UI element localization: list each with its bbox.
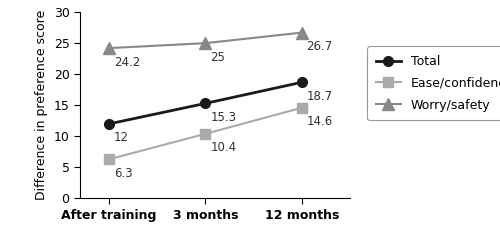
Text: 14.6: 14.6	[306, 115, 333, 128]
Total	[202, 102, 208, 105]
Text: 10.4: 10.4	[210, 141, 236, 154]
Line: Ease/confidence: Ease/confidence	[104, 103, 306, 164]
Text: 25: 25	[210, 51, 225, 64]
Ease/confidence	[299, 106, 305, 109]
Ease/confidence	[202, 132, 208, 135]
Ease/confidence	[106, 158, 112, 161]
Text: 24.2: 24.2	[114, 56, 140, 68]
Text: 26.7: 26.7	[306, 40, 333, 53]
Text: 15.3: 15.3	[210, 111, 236, 124]
Line: Total: Total	[104, 77, 306, 129]
Text: 18.7: 18.7	[306, 90, 332, 103]
Y-axis label: Difference in preference score: Difference in preference score	[35, 10, 48, 200]
Total	[106, 122, 112, 125]
Line: Worry/safety: Worry/safety	[104, 27, 308, 54]
Worry/safety	[202, 42, 208, 45]
Worry/safety	[299, 31, 305, 34]
Legend: Total, Ease/confidence, Worry/safety: Total, Ease/confidence, Worry/safety	[367, 46, 500, 120]
Total	[299, 81, 305, 84]
Text: 12: 12	[114, 131, 129, 144]
Worry/safety	[106, 47, 112, 50]
Text: 6.3: 6.3	[114, 167, 132, 180]
